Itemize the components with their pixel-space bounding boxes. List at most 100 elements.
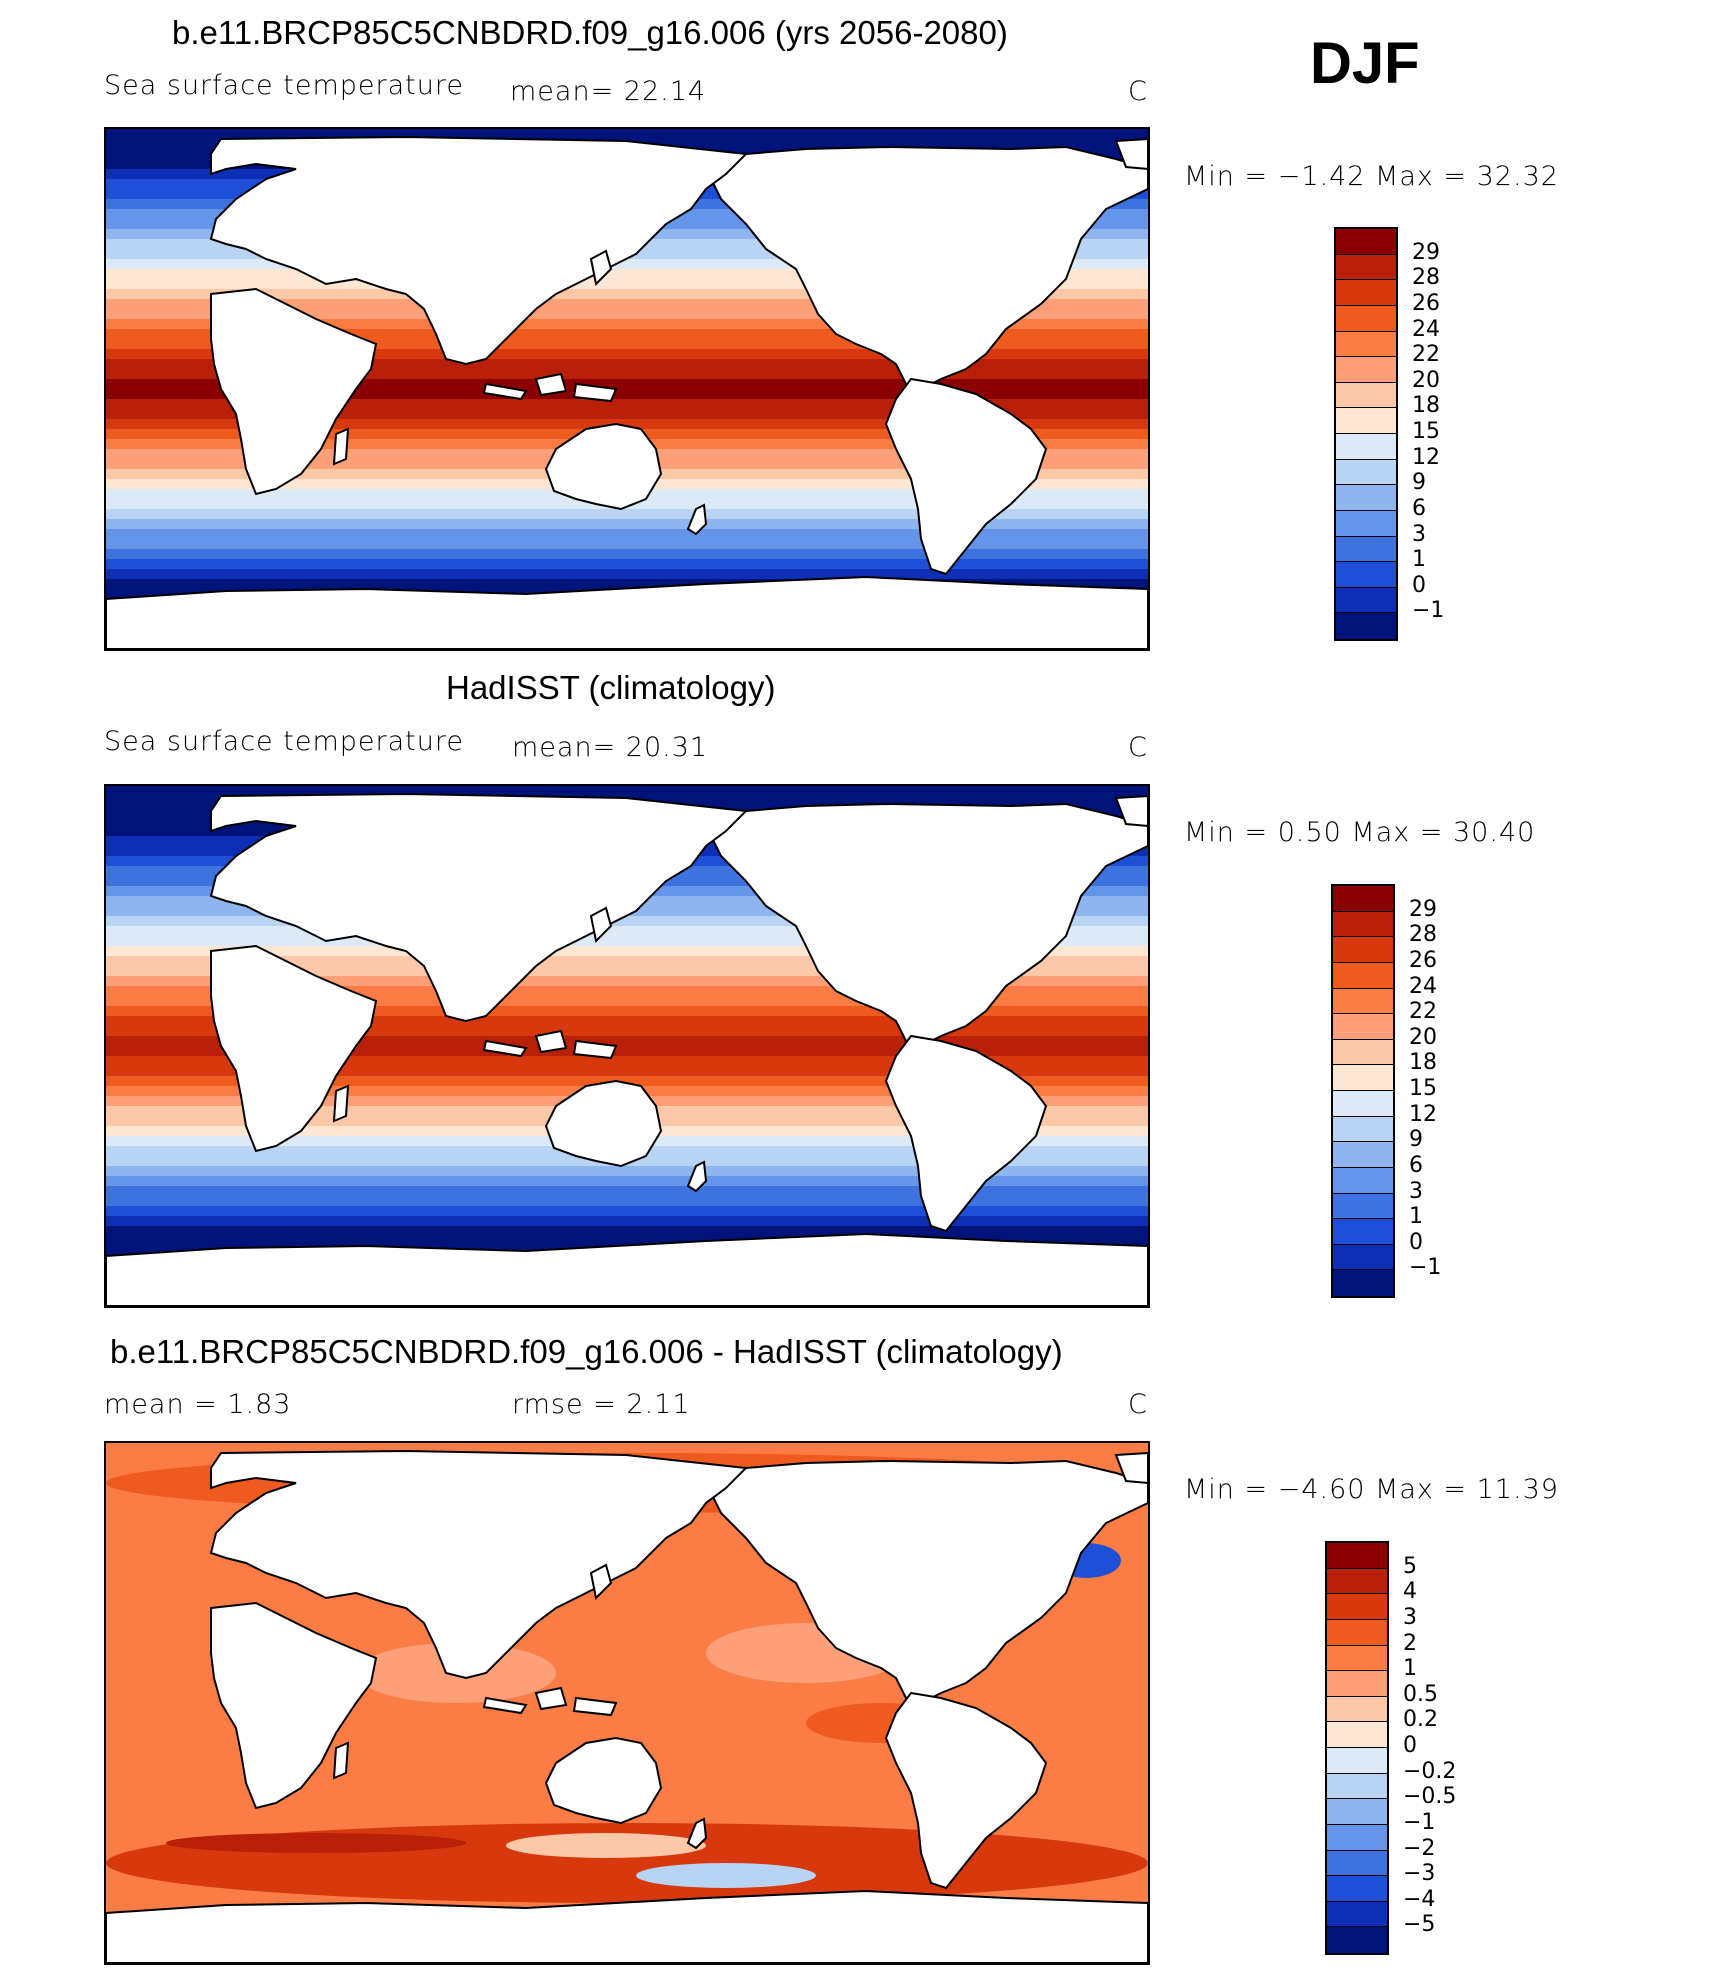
colorbar-swatch — [1333, 1039, 1393, 1066]
landmass — [1114, 137, 1148, 171]
panel-2-map — [104, 784, 1150, 1308]
sst-band — [106, 1186, 1148, 1197]
colorbar-swatch — [1336, 229, 1396, 255]
colorbar-tick-label: 6 — [1412, 495, 1426, 521]
sst-band — [106, 319, 1148, 330]
colorbar-swatch — [1333, 1219, 1393, 1245]
sst-band — [106, 309, 1148, 320]
colorbar-tick-label: 29 — [1409, 896, 1437, 922]
landmass — [1114, 1451, 1148, 1485]
colorbar-swatch — [1333, 937, 1393, 963]
sst-band — [106, 1206, 1148, 1217]
sst-band — [106, 786, 1148, 797]
colorbar-tick-label: −0.5 — [1403, 1784, 1457, 1810]
landmass — [534, 1686, 568, 1711]
colorbar-swatch — [1336, 562, 1396, 588]
colorbar-swatch — [1327, 1671, 1387, 1697]
landmass — [589, 1563, 613, 1601]
landmass — [686, 1160, 708, 1193]
sst-band — [106, 279, 1148, 290]
sst-band — [106, 559, 1148, 570]
colorbar-tick-label: −1 — [1403, 1809, 1436, 1835]
sst-band — [106, 1226, 1148, 1237]
panel-2-colorbar — [1331, 884, 1395, 1298]
colorbar-tick-label: 3 — [1403, 1604, 1417, 1630]
landmass — [884, 377, 1048, 576]
sst-band — [106, 946, 1148, 957]
landmass — [482, 1039, 528, 1058]
sst-band — [106, 916, 1148, 927]
landmass — [589, 906, 613, 944]
sst-band — [106, 1236, 1148, 1247]
landmass — [884, 1034, 1048, 1233]
colorbar-tick-label: 0.5 — [1403, 1681, 1438, 1707]
sst-band — [106, 966, 1148, 977]
sst-band — [106, 399, 1148, 410]
colorbar-swatch — [1327, 1619, 1387, 1646]
panel-3-map — [104, 1441, 1150, 1965]
panel-1-minmax: Min = −1.42 Max = 32.32 — [1184, 161, 1559, 192]
sst-band — [106, 976, 1148, 987]
colorbar-tick-label: −1 — [1409, 1255, 1442, 1281]
colorbar-swatch — [1327, 1645, 1387, 1672]
sst-band — [106, 1076, 1148, 1087]
sst-band — [106, 359, 1148, 370]
colorbar-swatch — [1336, 357, 1396, 383]
sst-band — [106, 519, 1148, 530]
colorbar-swatch — [1336, 331, 1396, 358]
colorbar-swatch — [1333, 1270, 1393, 1296]
panel-3-mean: mean = 1.83 — [104, 1389, 292, 1420]
colorbar-swatch — [1333, 1091, 1393, 1117]
colorbar-tick-label: 9 — [1412, 470, 1426, 496]
sst-band — [106, 339, 1148, 350]
colorbar-swatch — [1333, 1244, 1393, 1271]
colorbar-swatch — [1333, 962, 1393, 989]
colorbar-swatch — [1333, 886, 1393, 912]
panel-2-unit: C — [1128, 732, 1148, 763]
sst-band — [106, 1056, 1148, 1067]
sst-band — [106, 419, 1148, 430]
sst-band — [106, 1066, 1148, 1077]
landmass — [589, 249, 613, 287]
landmass — [209, 135, 749, 366]
panel-3-unit: C — [1128, 1389, 1148, 1420]
colorbar-tick-label: 20 — [1412, 367, 1440, 393]
sst-band — [106, 936, 1148, 947]
colorbar-swatch — [1327, 1824, 1387, 1851]
colorbar-tick-label: 3 — [1412, 521, 1426, 547]
landmass — [1114, 794, 1148, 828]
colorbar-tick-label: −2 — [1403, 1835, 1436, 1861]
colorbar-swatch — [1336, 510, 1396, 537]
colorbar-swatch — [1333, 1065, 1393, 1091]
colorbar-swatch — [1333, 1142, 1393, 1168]
landmass — [332, 427, 350, 466]
colorbar-tick-label: 5 — [1403, 1553, 1417, 1579]
colorbar-swatch — [1336, 434, 1396, 460]
landmass — [106, 1232, 1148, 1306]
colorbar-tick-label: 0.2 — [1403, 1707, 1438, 1733]
sst-band — [106, 329, 1148, 340]
landmass — [884, 1691, 1048, 1890]
landmass — [332, 1084, 350, 1123]
colorbar-tick-label: 15 — [1409, 1076, 1437, 1101]
colorbar-tick-label: 2 — [1403, 1630, 1417, 1656]
sst-band — [106, 1026, 1148, 1037]
landmass — [210, 1601, 378, 1810]
colorbar-swatch — [1327, 1850, 1387, 1877]
colorbar-tick-label: 24 — [1409, 973, 1437, 999]
sst-band — [106, 1006, 1148, 1017]
panel-1-map — [104, 127, 1150, 651]
colorbar-swatch — [1327, 1696, 1387, 1723]
colorbar-tick-label: 3 — [1409, 1178, 1423, 1204]
map-canvas — [106, 1443, 1148, 1963]
sst-band — [106, 129, 1148, 140]
panel-1-colorbar — [1334, 227, 1398, 641]
sst-band — [106, 569, 1148, 580]
panel-1-mean: mean= 22.14 — [510, 76, 707, 107]
landmass — [544, 1736, 663, 1825]
landmass — [544, 1079, 663, 1168]
landmass — [704, 145, 1148, 391]
colorbar-tick-label: 4 — [1403, 1579, 1417, 1605]
colorbar-tick-label: 29 — [1412, 239, 1440, 265]
panel-1-title: b.e11.BRCP85C5CNBDRD.f09_g16.006 (yrs 20… — [172, 14, 1008, 51]
